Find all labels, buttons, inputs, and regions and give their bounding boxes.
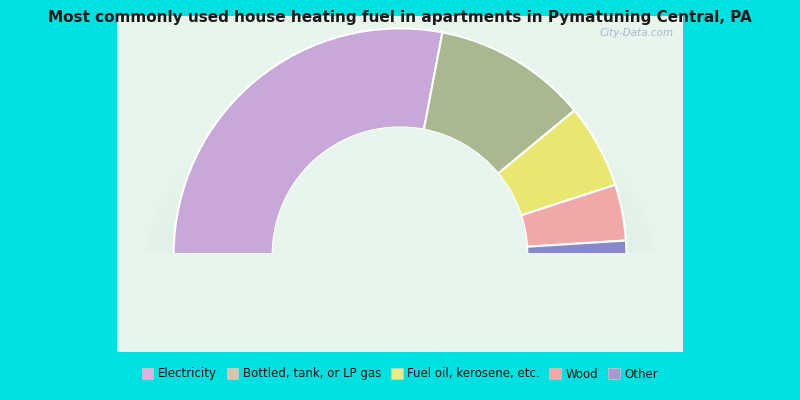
Wedge shape <box>273 128 527 255</box>
Legend: Electricity, Bottled, tank, or LP gas, Fuel oil, kerosene, etc., Wood, Other: Electricity, Bottled, tank, or LP gas, F… <box>137 363 663 385</box>
Wedge shape <box>424 32 574 174</box>
FancyBboxPatch shape <box>112 14 688 356</box>
Text: City-Data.com: City-Data.com <box>600 28 674 38</box>
Wedge shape <box>521 185 626 247</box>
Wedge shape <box>498 110 615 215</box>
Wedge shape <box>527 240 626 255</box>
Bar <box>117 253 683 352</box>
Wedge shape <box>174 28 442 255</box>
Text: Most commonly used house heating fuel in apartments in Pymatuning Central, PA: Most commonly used house heating fuel in… <box>48 10 752 25</box>
